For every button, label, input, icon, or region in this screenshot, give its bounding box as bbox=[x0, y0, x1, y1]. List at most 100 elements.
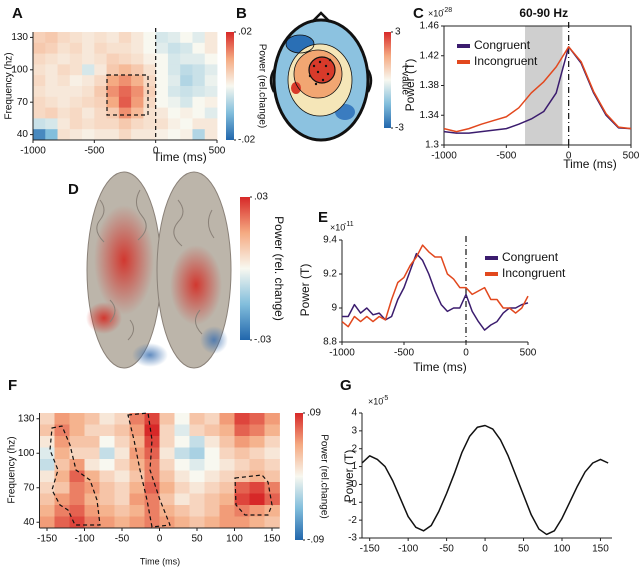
heatmap-cell bbox=[144, 516, 160, 529]
heatmap-cell bbox=[189, 493, 205, 506]
heatmap-cell bbox=[131, 86, 144, 98]
heatmap-cell bbox=[94, 75, 107, 87]
heatmap-cell bbox=[54, 470, 70, 483]
heatmap-cell bbox=[69, 53, 83, 65]
heatmap-cell bbox=[118, 32, 132, 44]
heatmap-cell bbox=[264, 505, 280, 517]
heatmap-cell bbox=[180, 32, 193, 44]
heatmap-cell bbox=[189, 447, 205, 460]
heatmap-cell bbox=[189, 482, 205, 494]
heatmap-cell bbox=[114, 505, 130, 517]
heatmap-cell bbox=[167, 32, 181, 44]
heatmap-cell bbox=[84, 447, 100, 460]
heatmap-cell bbox=[264, 447, 280, 460]
heatmap-cell bbox=[204, 493, 220, 506]
heatmap-cell bbox=[84, 424, 100, 437]
heatmap-cell bbox=[264, 413, 280, 425]
heatmap-cell bbox=[204, 505, 220, 517]
panel-label: E bbox=[318, 209, 328, 226]
heatmap-cell bbox=[114, 493, 130, 506]
heatmap-cell bbox=[39, 424, 55, 437]
y-tick-label: 2 bbox=[351, 443, 357, 454]
heatmap-cell bbox=[129, 482, 145, 494]
panel-label: G bbox=[340, 377, 352, 394]
cluster-outline bbox=[49, 425, 101, 526]
y-tick-label: 130 bbox=[18, 413, 35, 424]
heatmap-cell bbox=[155, 96, 169, 108]
heatmap-cell bbox=[204, 53, 218, 65]
heatmap-cell bbox=[118, 86, 132, 98]
x-tick-label: 0 bbox=[157, 534, 163, 545]
colorbar-label: Power (rel.change) bbox=[318, 434, 329, 518]
cluster-outline bbox=[234, 474, 273, 516]
heatmap-cell bbox=[82, 53, 95, 65]
heatmap-cell bbox=[129, 424, 145, 437]
heatmap-cell bbox=[192, 64, 206, 76]
cluster-outlines bbox=[49, 74, 273, 528]
x-tick-label: -150 bbox=[360, 544, 380, 555]
heatmap-cell bbox=[131, 32, 144, 44]
heatmap-cell bbox=[54, 459, 70, 471]
heatmap-cell bbox=[234, 447, 250, 460]
heatmap-cell bbox=[57, 64, 71, 76]
cluster-outline bbox=[106, 74, 149, 116]
heatmap-cell bbox=[167, 75, 181, 87]
heatmap-cell bbox=[131, 75, 144, 87]
topo-contour bbox=[285, 34, 315, 54]
heatmap-cell bbox=[57, 75, 71, 87]
line-series bbox=[341, 244, 529, 328]
heatmap-cell bbox=[159, 459, 175, 471]
legend-label: Incongruent bbox=[502, 266, 566, 280]
heatmap-cell bbox=[204, 86, 218, 98]
heatmap-cell bbox=[69, 86, 83, 98]
heatmap-cell bbox=[118, 107, 132, 119]
heatmap-cell bbox=[99, 413, 115, 425]
exponent-base: ×10 bbox=[330, 222, 345, 232]
x-tick-label: -500 bbox=[394, 348, 414, 359]
heatmap-cell bbox=[204, 470, 220, 483]
y-tick-label: 9.2 bbox=[323, 269, 337, 280]
heatmap-cell bbox=[54, 424, 70, 437]
heatmap-cell bbox=[114, 516, 130, 529]
heatmap-cell bbox=[54, 447, 70, 460]
heatmap-cell bbox=[129, 493, 145, 506]
heatmap-cell bbox=[106, 96, 120, 108]
heatmap-cell bbox=[174, 424, 190, 437]
heatmap-cell bbox=[106, 75, 120, 87]
heatmap-cell bbox=[39, 505, 55, 517]
heatmap-cell bbox=[33, 42, 46, 54]
heatmap-cell bbox=[204, 413, 220, 425]
heatmap-cell bbox=[204, 129, 218, 141]
heatmap-cell bbox=[129, 413, 145, 425]
heatmap-cell bbox=[114, 436, 130, 448]
heatmap-cell bbox=[39, 470, 55, 483]
topo-patch bbox=[291, 82, 301, 94]
topomap-head bbox=[269, 11, 373, 142]
heatmap-cell bbox=[82, 129, 95, 141]
colorbar-tick-label: .03 bbox=[254, 192, 268, 203]
heatmap-cell bbox=[159, 482, 175, 494]
heatmap-cell bbox=[180, 42, 193, 54]
heatmap-cell bbox=[99, 459, 115, 471]
heatmap-cell bbox=[219, 436, 235, 448]
heatmap-cell bbox=[69, 505, 85, 517]
colorbar-tick-label: .09 bbox=[307, 408, 321, 419]
heatmap-cell bbox=[82, 107, 95, 119]
heatmap-cell bbox=[39, 493, 55, 506]
heatmap-cell bbox=[33, 32, 46, 44]
heatmap-cell bbox=[69, 107, 83, 119]
heatmap-cell bbox=[219, 493, 235, 506]
heatmap-cell bbox=[129, 505, 145, 517]
heatmap-cell bbox=[219, 470, 235, 483]
heatmap-cell bbox=[249, 459, 265, 471]
heatmap-cell bbox=[249, 516, 265, 529]
heatmap-cell bbox=[144, 424, 160, 437]
heatmap-cell bbox=[82, 32, 95, 44]
y-tick-label: 70 bbox=[23, 482, 35, 493]
panel-label: A bbox=[12, 5, 23, 22]
heatmap-cell bbox=[143, 96, 157, 108]
heatmap-cell bbox=[84, 516, 100, 529]
heatmap-cell bbox=[129, 470, 145, 483]
heatmap-cell bbox=[144, 459, 160, 471]
heatmap-cell bbox=[33, 64, 46, 76]
